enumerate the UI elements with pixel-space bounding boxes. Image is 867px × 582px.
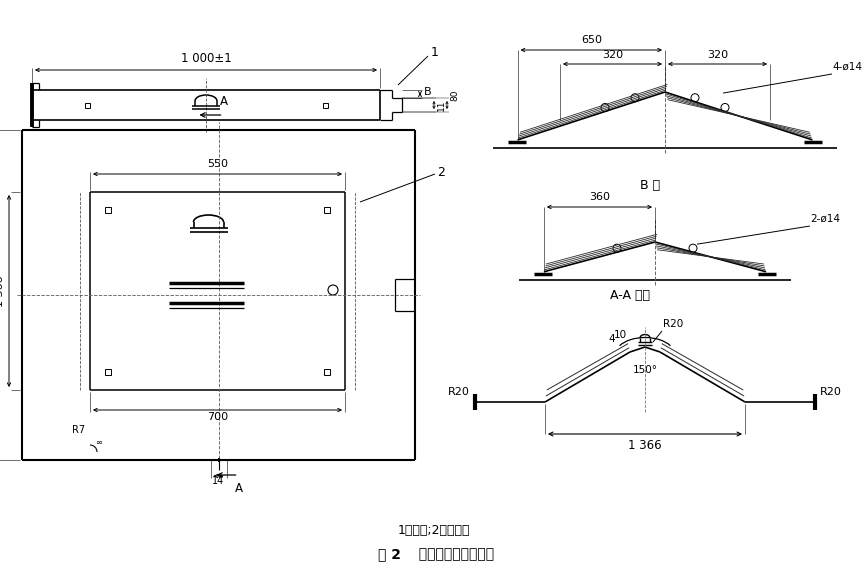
Bar bbox=[324, 207, 330, 213]
Text: R7: R7 bbox=[72, 425, 85, 435]
Text: 360: 360 bbox=[589, 192, 610, 202]
Text: A: A bbox=[234, 482, 243, 495]
Text: 2: 2 bbox=[437, 165, 445, 179]
Bar bbox=[105, 369, 111, 375]
Text: B: B bbox=[424, 87, 432, 97]
Text: 700: 700 bbox=[207, 412, 228, 422]
Text: 150°: 150° bbox=[633, 365, 657, 375]
Text: 4: 4 bbox=[609, 334, 615, 344]
Text: 1: 1 bbox=[431, 45, 439, 59]
Text: R20: R20 bbox=[820, 387, 842, 397]
Text: 11: 11 bbox=[437, 100, 446, 111]
Text: 80: 80 bbox=[450, 89, 459, 101]
Bar bbox=[324, 369, 330, 375]
Text: 新型盖板结构示意图: 新型盖板结构示意图 bbox=[410, 547, 494, 561]
Text: $\infty$: $\infty$ bbox=[95, 438, 103, 446]
Bar bbox=[84, 102, 89, 108]
Text: 550: 550 bbox=[207, 159, 228, 169]
Text: 图 2: 图 2 bbox=[379, 547, 401, 561]
Text: 4-ø14: 4-ø14 bbox=[832, 62, 862, 72]
Bar bbox=[105, 207, 111, 213]
Text: A: A bbox=[219, 95, 227, 108]
Bar bbox=[323, 102, 328, 108]
Text: R20: R20 bbox=[663, 319, 683, 329]
Text: 1 366: 1 366 bbox=[0, 275, 5, 307]
Text: B 向: B 向 bbox=[640, 179, 660, 192]
Text: 1 000±1: 1 000±1 bbox=[180, 52, 231, 65]
Text: 650: 650 bbox=[581, 35, 602, 45]
Text: 1 366: 1 366 bbox=[629, 439, 662, 452]
Text: 320: 320 bbox=[602, 50, 623, 60]
Text: 2-ø14: 2-ø14 bbox=[810, 214, 840, 224]
Text: R20: R20 bbox=[448, 387, 470, 397]
Text: 320: 320 bbox=[707, 50, 728, 60]
Text: 14: 14 bbox=[212, 476, 225, 486]
Text: A-A 旋转: A-A 旋转 bbox=[610, 289, 650, 302]
Text: 1－罩壳;2－观察盖: 1－罩壳;2－观察盖 bbox=[398, 523, 470, 537]
Text: 10: 10 bbox=[614, 330, 627, 340]
